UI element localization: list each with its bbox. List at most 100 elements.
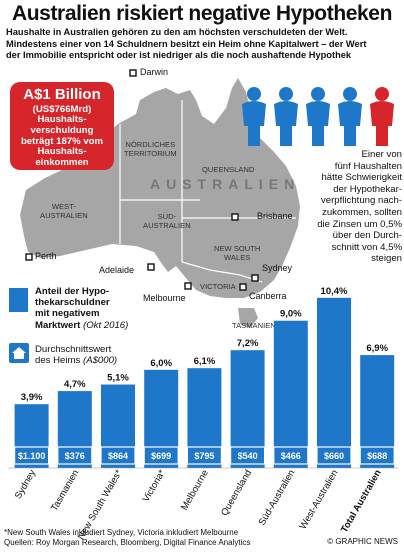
city-marker <box>184 282 192 290</box>
callout-line: beträgt 187% vom <box>20 135 104 147</box>
bar-value-label: 9,0% <box>280 309 302 320</box>
home-value-box <box>186 446 222 465</box>
bar-value-label: 7,2% <box>237 338 259 349</box>
callout-line: Haushalts- <box>37 114 87 125</box>
subtitle-line: Mindestens einer von 14 Schuldnern besit… <box>6 38 367 49</box>
debt-callout: A$1 Billion (US$766Mrd) Haushalts- versc… <box>10 82 114 170</box>
footnote-line: *New South Wales inkludiert Sydney, Vict… <box>4 528 239 537</box>
region-label: NEW SOUTH WALES <box>214 244 260 262</box>
note-line: steigen <box>371 253 402 265</box>
mainland-shape <box>20 78 300 298</box>
note-line: fünf Haushalten <box>334 160 402 172</box>
region-line: TERRITORIUM <box>124 149 177 158</box>
city-label-brisbane: Brisbane <box>257 211 293 221</box>
category-label: Süd-Australien <box>257 468 298 527</box>
city-label-canberra: Canberra <box>249 291 287 301</box>
note-line: Einer von <box>361 149 402 160</box>
region-label: WEST- AUSTRALIEN <box>40 202 88 220</box>
region-line: NEW SOUTH <box>214 244 261 253</box>
legend-bar-swatch <box>9 288 28 312</box>
region-line: WEST- <box>51 202 76 211</box>
bar-value-label: 5,1% <box>107 373 129 384</box>
state-borders <box>119 100 296 283</box>
bar-value-label: 10,4% <box>321 286 348 297</box>
region-label: QUEENSLAND <box>202 165 255 174</box>
home-value-label: $864 <box>108 451 128 461</box>
region-label: TASMANIEN <box>232 321 276 330</box>
category-label: Queensland <box>219 468 254 518</box>
note-line: der Hypothekar- <box>333 183 402 195</box>
bar-value-label: 4,7% <box>64 379 86 390</box>
home-value-label: $795 <box>194 451 214 461</box>
note-line: verpflichtung nach- <box>320 195 402 207</box>
city-marker <box>147 263 155 271</box>
city-label-melbourne: Melbourne <box>143 293 186 303</box>
home-value-label: $699 <box>151 451 171 461</box>
subtitle: Haushalte in Australien gehören zu den a… <box>6 27 400 62</box>
note-line: zukommen, sollten <box>322 206 402 218</box>
home-value-label: $376 <box>65 451 85 461</box>
callout-line: einkommen <box>35 157 89 169</box>
note-line: die Zinsen um 0,5% <box>317 218 402 230</box>
region-line: SÜD- <box>157 212 177 221</box>
country-label: AUSTRALIEN <box>150 176 301 192</box>
callout-line: verschuldung <box>30 124 94 136</box>
category-label: Total Australien <box>339 468 384 535</box>
people-note: Einer von fünf Haushalten hätte Schwieri… <box>284 149 402 265</box>
home-value-box <box>316 446 352 465</box>
legend-line: Anteil der Hypo- <box>35 286 110 297</box>
person-icon <box>306 87 330 146</box>
bar-value-label: 6,1% <box>194 356 216 367</box>
region-line: WALES <box>224 253 251 262</box>
subtitle-line: Haushalte in Australien gehören zu den a… <box>6 27 348 37</box>
legend-line: Marktwert <box>35 319 81 331</box>
category-label: Tasmanien <box>49 468 82 513</box>
bar-value-label: 6,9% <box>366 343 388 354</box>
category-label: Melbourne <box>179 468 211 512</box>
city-label-adelaide: Adelaide <box>99 265 135 275</box>
home-value-box <box>230 446 266 465</box>
region-label: NÖRDLICHES TERRITORIUM <box>124 140 177 158</box>
legend-line: thekarschuldner <box>35 297 110 309</box>
bar <box>317 297 351 468</box>
person-icon <box>274 87 298 146</box>
category-label: West-Australien <box>298 468 341 531</box>
callout-text: Haushalts- verschuldung beträgt 187% vom… <box>10 114 114 169</box>
note-line: schnitt von 4,5% <box>331 241 402 253</box>
bar-value-label: 3,9% <box>21 392 43 403</box>
note-line: hätte Schwierigkeit <box>321 172 402 184</box>
legend-line: des Heims <box>35 355 81 367</box>
home-value-box <box>57 446 93 465</box>
person-icon <box>338 87 362 146</box>
home-value-label: $540 <box>238 451 258 461</box>
home-value-label: $466 <box>281 451 301 461</box>
region-label: VICTORIA <box>200 282 236 291</box>
subtitle-line: der Immobilie entspricht oder ist niedri… <box>6 50 352 60</box>
callout-amount: A$1 Billion <box>23 86 101 103</box>
people-icons <box>242 87 394 146</box>
home-value-box <box>273 446 309 465</box>
bar <box>273 320 308 468</box>
credit: © GRAPHIC NEWS <box>327 537 398 546</box>
home-value-label: $688 <box>367 451 387 461</box>
city-marker <box>129 69 137 77</box>
category-label: Victoria* <box>141 468 168 504</box>
city-label-perth: Perth <box>35 251 57 261</box>
home-value-box <box>359 446 395 465</box>
region-line: AUSTRALIEN <box>143 221 191 230</box>
bar-value-label: 6,0% <box>150 358 172 369</box>
legend-line: Durchschnittswert <box>35 344 112 355</box>
legend-line: mit negativem <box>35 308 100 320</box>
legend-bar-text: Anteil der Hypo- thekarschuldner mit neg… <box>35 286 147 331</box>
home-icon <box>9 343 29 363</box>
person-icon <box>242 87 266 146</box>
callout-line: Haushalts- <box>37 146 87 158</box>
home-value-label: $660 <box>324 451 344 461</box>
city-label-sydney: Sydney <box>262 263 293 273</box>
home-value-label: $1.100 <box>18 451 46 461</box>
legend-unit: (A$000) <box>83 355 118 367</box>
legend-home-text: Durchschnittswert des Heims (A$000) <box>35 344 155 366</box>
callout-usd: (US$766Mrd) <box>32 104 92 115</box>
